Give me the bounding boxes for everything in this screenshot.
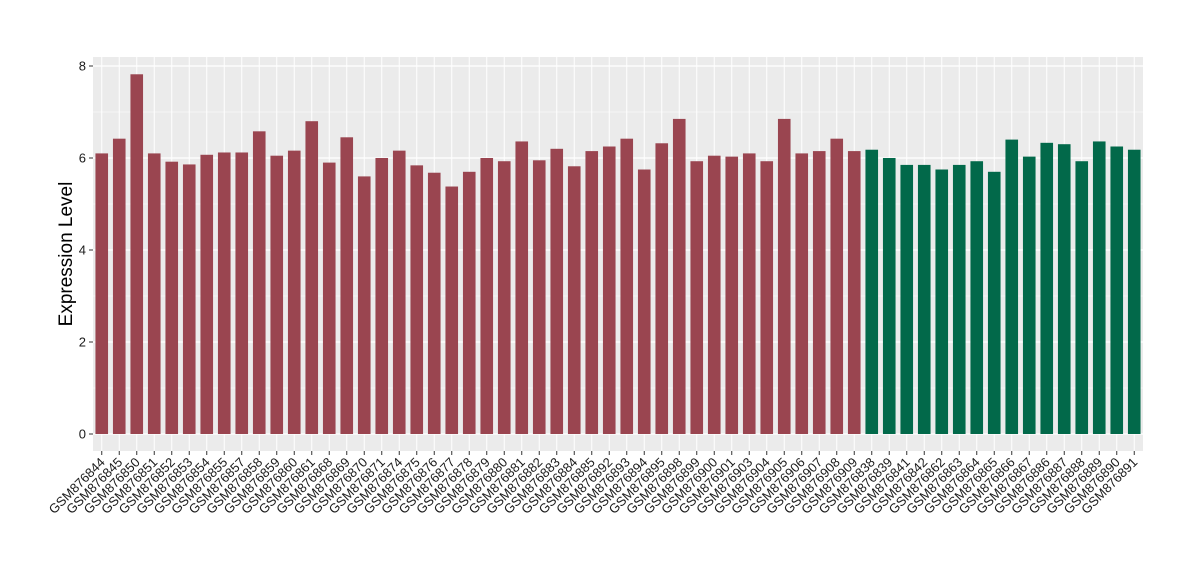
plot-panel: [93, 57, 1143, 451]
bar: [165, 161, 179, 434]
bar: [252, 131, 266, 434]
bar: [462, 171, 476, 435]
bar: [725, 156, 739, 434]
bar: [952, 164, 966, 434]
y-tick-label: 2: [79, 335, 86, 350]
bar: [987, 171, 1001, 435]
bar: [305, 121, 319, 434]
bar: [1075, 161, 1089, 434]
bar: [1040, 142, 1054, 434]
bar: [777, 118, 791, 435]
bar: [200, 154, 214, 434]
bar: [760, 161, 774, 434]
bar: [585, 151, 599, 434]
bar: [620, 138, 634, 434]
bar: [95, 153, 109, 434]
bar: [1057, 144, 1071, 434]
bar: [742, 153, 756, 434]
bar: [550, 148, 564, 435]
bar: [217, 152, 231, 435]
bar: [147, 153, 161, 434]
bar: [235, 152, 249, 435]
bar: [480, 158, 494, 434]
bar: [637, 169, 651, 434]
x-axis: GSM876844GSM876845GSM876850GSM876851GSM8…: [46, 451, 1140, 517]
bar: [707, 155, 721, 434]
bar: [427, 172, 441, 434]
bar: [970, 161, 984, 434]
bar: [1022, 156, 1036, 434]
bar: [532, 160, 546, 435]
bar: [357, 176, 371, 434]
bar: [410, 165, 424, 435]
bar: [1110, 146, 1124, 434]
bar: [567, 166, 581, 434]
bar: [1127, 149, 1141, 434]
y-axis: 0 2 4 6 8: [79, 59, 93, 442]
bar: [497, 161, 511, 434]
bar: [270, 155, 284, 434]
bar: [112, 138, 126, 434]
bar: [812, 151, 826, 434]
y-tick-label: 4: [79, 243, 86, 258]
bar: [900, 164, 914, 434]
bar: [672, 118, 686, 435]
bar: [340, 137, 354, 435]
y-axis-title: Expression Level: [56, 182, 77, 327]
bar: [655, 143, 669, 434]
y-tick-label: 6: [79, 151, 86, 166]
bar: [322, 162, 336, 434]
bar: [917, 164, 931, 434]
bar: [392, 150, 406, 434]
bar: [445, 186, 459, 434]
bar: [287, 150, 301, 434]
bar: [935, 169, 949, 434]
bar: [830, 138, 844, 434]
bar: [515, 141, 529, 434]
bar: [130, 74, 144, 434]
bar: [882, 158, 896, 434]
bar: [1005, 139, 1019, 434]
bar: [1092, 141, 1106, 434]
y-tick-label: 8: [79, 59, 86, 74]
bar: [690, 161, 704, 434]
bar: [795, 153, 809, 434]
bars: [95, 74, 1141, 435]
bar: [865, 149, 879, 434]
bar: [182, 164, 196, 434]
bar: [375, 158, 389, 434]
bar: [602, 146, 616, 434]
bar: [847, 151, 861, 434]
y-tick-label: 0: [79, 427, 86, 442]
